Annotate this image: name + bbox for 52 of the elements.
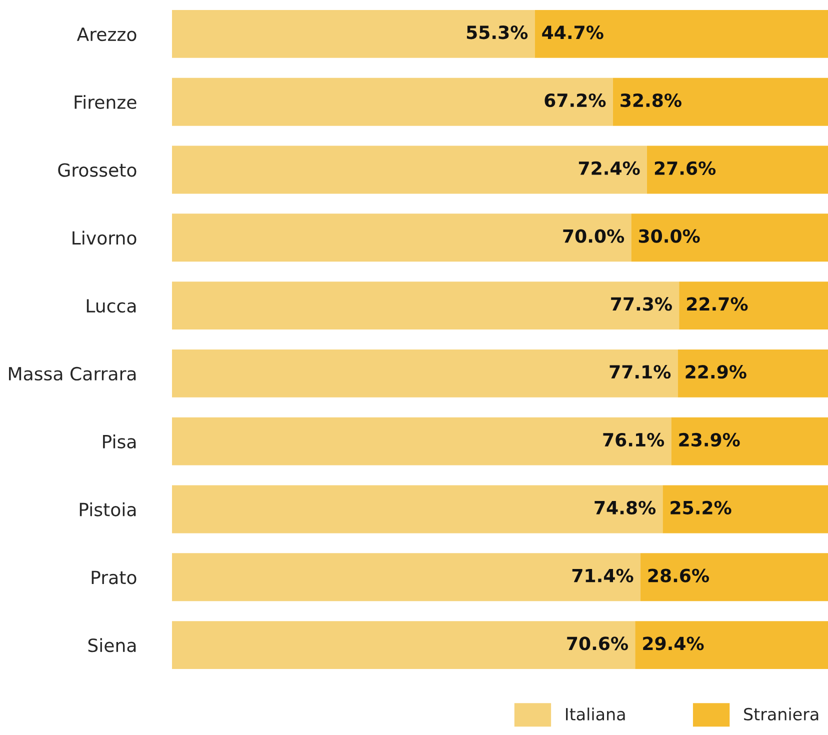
bar [172,553,640,602]
y-tick-label: Firenze [74,94,136,109]
y-tick-label: Livorno [72,230,136,245]
bar [172,282,680,330]
bar [646,146,828,194]
y-tick-label: Arezzo [76,28,136,42]
bar [635,621,828,669]
data-label: 44.7% [542,26,604,40]
data-label: 25.2% [670,500,732,514]
legend-label: Italiana [566,708,625,720]
data-label: 27.6% [654,161,716,175]
bar [172,621,636,669]
bar [671,417,828,466]
y-tick-label: Prato [92,570,136,584]
data-label: 76.1% [603,432,664,447]
data-label: 32.8% [620,93,682,108]
bar [678,349,828,398]
bar [172,417,672,466]
y-tick-label: Pisa [103,434,136,448]
legend-label: Straniera [744,708,818,720]
bar [172,146,647,194]
bar [172,10,535,58]
bar [172,349,678,398]
data-label: 30.0% [638,229,700,243]
bar [662,485,828,534]
data-label: 67.2% [544,93,606,108]
data-label: 71.4% [572,568,634,582]
y-tick-label: Grosseto [58,163,136,177]
bar [172,214,632,262]
bar [172,78,613,126]
data-label: 22.7% [687,297,748,311]
bar [612,78,828,126]
bar [172,485,663,534]
data-label: 72.4% [578,161,640,175]
data-label: 22.9% [686,365,746,379]
y-tick-label: Siena [88,638,136,652]
data-label: 77.1% [610,365,671,379]
data-label: 74.8% [594,500,656,514]
data-label: 70.0% [563,229,624,243]
data-label: 29.4% [643,636,704,650]
bar [631,214,828,262]
data-label: 28.6% [648,568,709,582]
y-tick-label: Lucca [86,299,136,313]
bar [640,553,828,602]
data-label: 55.3% [466,26,528,40]
y-tick-label: Massa Carrara [9,366,136,381]
data-label: 23.9% [679,432,740,447]
bar [534,10,828,58]
data-label: 77.3% [611,297,672,311]
data-label: 70.6% [567,636,628,650]
bar [679,282,828,330]
y-tick-label: Pistoia [80,502,136,516]
